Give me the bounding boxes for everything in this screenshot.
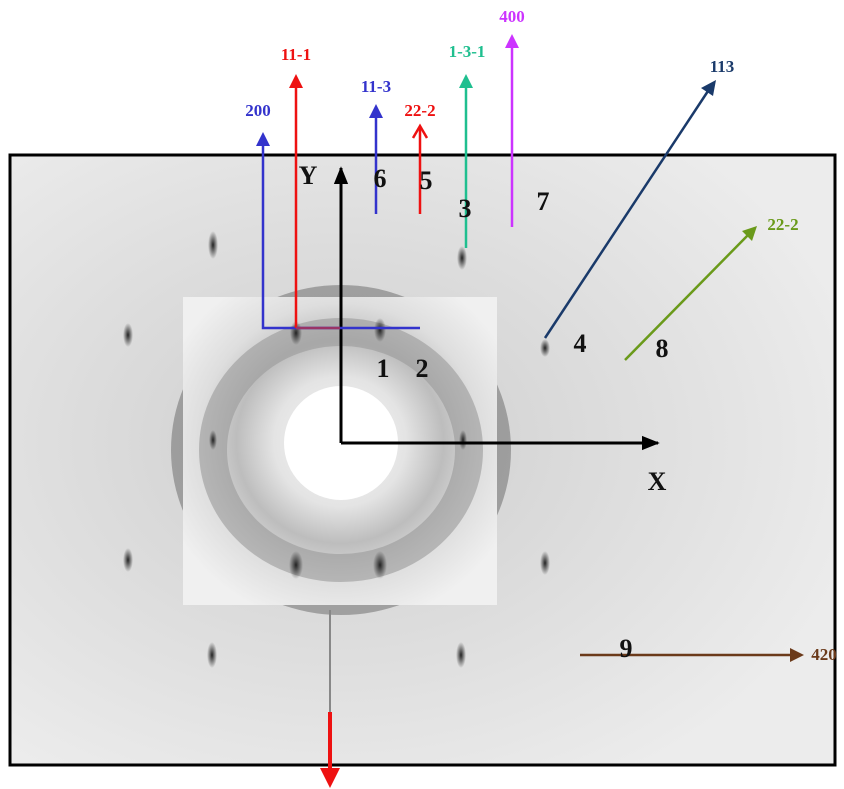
- label: 22-2: [404, 101, 435, 120]
- label: 113: [710, 57, 735, 76]
- arrow-head: [505, 34, 519, 48]
- spot-number: 3: [459, 194, 472, 223]
- label: 11-1: [281, 45, 311, 64]
- spot-number: 4: [574, 329, 587, 358]
- label: 1-3-1: [449, 42, 486, 61]
- label: 400: [499, 7, 525, 26]
- figure: Y X 200 11-1 11-3 22-2 1-3-1 400 113 22-…: [0, 0, 844, 789]
- label: 200: [245, 101, 271, 120]
- label: 420: [811, 645, 837, 664]
- x-axis-label: X: [648, 467, 667, 496]
- arrow-head: [289, 74, 303, 88]
- spot-number: 1: [377, 354, 390, 383]
- label: 11-3: [361, 77, 391, 96]
- label: 22-2: [767, 215, 798, 234]
- arrow-head: [256, 132, 270, 146]
- diffraction-image: [10, 155, 835, 765]
- arrow-head: [369, 104, 383, 118]
- spot-number: 8: [656, 334, 669, 363]
- spot-number: 9: [620, 634, 633, 663]
- y-axis-label: Y: [299, 161, 318, 190]
- arrow-head: [701, 80, 716, 96]
- arrow-head: [320, 768, 340, 788]
- spot-number: 5: [420, 166, 433, 195]
- spot-number: 6: [374, 164, 387, 193]
- spot-number: 2: [416, 354, 429, 383]
- arrow-head: [459, 74, 473, 88]
- spot-number: 7: [537, 187, 550, 216]
